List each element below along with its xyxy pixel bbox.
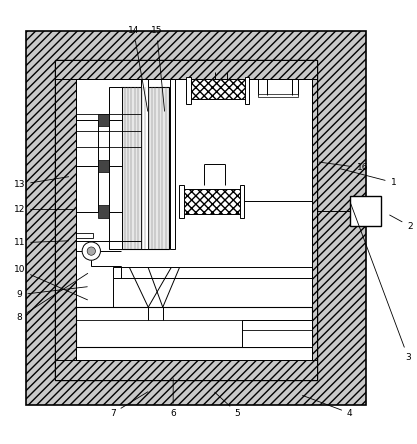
Bar: [55, 60, 317, 380]
Bar: [98, 114, 109, 127]
Text: 5: 5: [215, 392, 241, 418]
Text: 11: 11: [14, 238, 68, 247]
Bar: [76, 307, 311, 347]
Bar: [55, 79, 76, 380]
Bar: [109, 87, 122, 249]
Bar: [113, 267, 311, 278]
Bar: [25, 31, 367, 405]
Text: 14: 14: [128, 26, 148, 111]
Bar: [190, 79, 246, 99]
Bar: [121, 87, 169, 249]
Bar: [183, 189, 240, 214]
Bar: [55, 360, 317, 380]
Bar: [259, 94, 298, 97]
Text: 7: 7: [110, 392, 148, 418]
Bar: [141, 79, 148, 249]
Bar: [186, 76, 191, 103]
Bar: [245, 76, 249, 103]
Bar: [242, 320, 311, 347]
Bar: [311, 79, 317, 380]
Text: 10: 10: [14, 266, 88, 300]
Text: 9: 9: [17, 287, 87, 299]
Text: 15: 15: [151, 26, 165, 111]
Bar: [98, 160, 109, 172]
Text: 2: 2: [389, 215, 413, 230]
Circle shape: [82, 242, 100, 260]
Text: 16: 16: [319, 162, 368, 172]
Text: 12: 12: [14, 205, 75, 214]
Bar: [55, 60, 317, 79]
Bar: [179, 185, 183, 218]
Text: 4: 4: [303, 396, 353, 418]
Text: 13: 13: [14, 177, 69, 189]
Circle shape: [87, 247, 95, 255]
Bar: [350, 196, 381, 226]
Text: 8: 8: [17, 274, 88, 322]
Bar: [98, 206, 109, 218]
Bar: [170, 79, 175, 249]
Bar: [259, 79, 298, 95]
Text: 3: 3: [351, 204, 411, 361]
Bar: [76, 233, 93, 238]
Bar: [240, 185, 244, 218]
Text: 6: 6: [170, 379, 176, 418]
Text: 1: 1: [340, 169, 396, 187]
